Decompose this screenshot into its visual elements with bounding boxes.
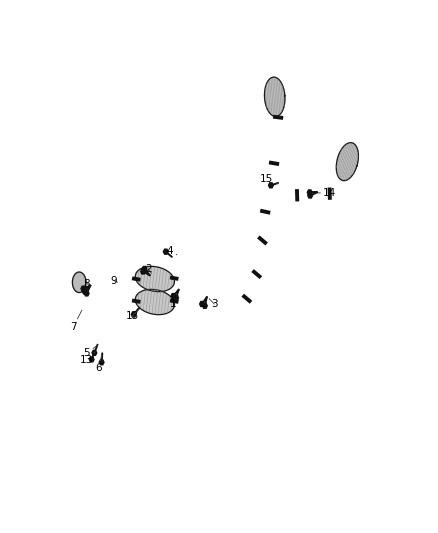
Polygon shape: [135, 289, 174, 314]
Text: 2: 2: [145, 264, 152, 274]
Polygon shape: [131, 312, 136, 317]
Text: 15: 15: [260, 174, 278, 184]
Polygon shape: [142, 266, 147, 271]
Polygon shape: [163, 249, 168, 254]
Polygon shape: [307, 190, 312, 195]
Polygon shape: [84, 291, 89, 296]
Text: 14: 14: [318, 188, 336, 198]
Polygon shape: [72, 272, 86, 293]
Text: 7: 7: [70, 310, 82, 332]
Polygon shape: [135, 266, 174, 292]
Text: 4: 4: [167, 246, 177, 256]
Polygon shape: [141, 269, 145, 274]
Polygon shape: [268, 183, 273, 188]
Polygon shape: [336, 143, 358, 181]
Polygon shape: [81, 286, 86, 291]
Text: 6: 6: [95, 356, 102, 374]
Text: 1: 1: [170, 296, 179, 309]
Text: 9: 9: [111, 276, 117, 286]
Polygon shape: [82, 289, 87, 294]
Polygon shape: [174, 296, 178, 301]
Polygon shape: [200, 302, 205, 306]
Polygon shape: [202, 303, 207, 308]
Text: 13: 13: [126, 309, 139, 321]
Polygon shape: [265, 77, 285, 116]
Text: 5: 5: [84, 345, 98, 358]
Polygon shape: [171, 294, 176, 298]
Text: 3: 3: [209, 298, 218, 309]
Text: 13: 13: [80, 352, 95, 365]
Polygon shape: [99, 360, 104, 365]
Polygon shape: [92, 350, 97, 356]
Polygon shape: [89, 357, 94, 362]
Polygon shape: [308, 193, 312, 198]
Text: 8: 8: [84, 279, 90, 288]
